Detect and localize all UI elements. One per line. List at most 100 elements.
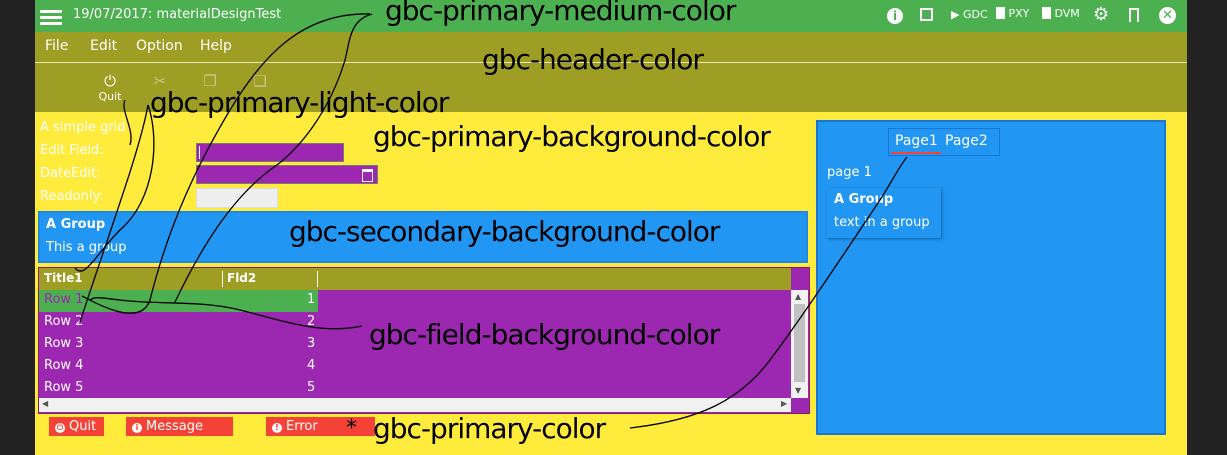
quit-button[interactable]: ⏻ Quit	[49, 417, 104, 436]
vertical-scrollbar[interactable]: ▲ ▼	[791, 290, 808, 398]
tab-page2[interactable]: Page2	[945, 133, 988, 149]
scrollbar-thumb[interactable]	[794, 304, 805, 382]
title-bar: 19/07/2017: materialDesignTest i ▶ GDC P…	[35, 0, 1187, 32]
menu-divider	[35, 62, 1187, 63]
toolbar-cut-button[interactable]: ✂	[150, 72, 170, 90]
pxy-label: PXY	[1008, 7, 1030, 20]
table-row[interactable]: Row 2 2	[39, 312, 791, 334]
table-row[interactable]: Row 1 1	[39, 290, 791, 312]
scroll-down-icon[interactable]: ▼	[795, 386, 802, 395]
page-label: page 1	[827, 165, 872, 180]
row-cell-fld2: 3	[307, 336, 316, 351]
data-table[interactable]: Title1 Fld2 Row 1 1 Row 2 2 Row 3 3 Row …	[38, 267, 810, 414]
readonly-label: Readonly:	[40, 189, 104, 204]
annotation-arrow	[81, 13, 371, 314]
edit-field-label: Edit Field:	[40, 143, 104, 158]
annotation-arrow	[629, 156, 908, 429]
annotation-arrow	[74, 104, 155, 272]
folder-panel: Page1 Page2 page 1 A Group text in a gro…	[816, 120, 1166, 435]
menu-option[interactable]: Option	[136, 38, 183, 54]
annotation-primary: gbc-primary-color	[373, 412, 606, 445]
quit-button-label: Quit	[69, 419, 97, 434]
edit-field-input[interactable]	[196, 143, 344, 162]
annotation-primary-medium: gbc-primary-medium-color	[385, 0, 736, 27]
annotation-field-background: gbc-field-background-color	[369, 318, 720, 351]
row-cell-title: Row 3	[44, 336, 84, 351]
tab-page1[interactable]: Page1	[895, 133, 938, 149]
gdc-button[interactable]: ▶ GDC	[951, 8, 988, 21]
grid-label: A simple grid	[40, 120, 126, 135]
toolbar-paste-button[interactable]: ❏	[250, 72, 270, 90]
table-row[interactable]: Row 5 5	[39, 378, 791, 400]
play-icon: ▶	[951, 8, 960, 21]
selected-row-highlight	[39, 290, 318, 312]
annotation-secondary-background: gbc-secondary-background-color	[289, 215, 720, 248]
column-divider[interactable]	[317, 271, 318, 287]
chip-icon[interactable]	[920, 8, 933, 21]
error-button-label: Error	[286, 419, 318, 434]
toolbar-copy-button[interactable]: ❐	[200, 72, 220, 90]
calendar-icon[interactable]	[362, 169, 373, 182]
info-icon: i	[132, 423, 142, 433]
annotation-primary-background: gbc-primary-background-color	[373, 120, 771, 153]
hamburger-menu-icon[interactable]	[40, 7, 62, 28]
dvm-label: DVM	[1054, 7, 1080, 20]
file-icon	[1042, 7, 1051, 19]
scroll-up-icon[interactable]: ▲	[795, 292, 802, 301]
gear-icon[interactable]: ⚙	[1093, 4, 1110, 25]
copy-icon: ❐	[203, 72, 217, 90]
row-cell-title: Row 1	[44, 292, 84, 307]
power-icon: ⏻	[55, 423, 65, 433]
error-button[interactable]: ! Error	[266, 417, 375, 436]
toolbar-quit-label: Quit	[98, 90, 122, 103]
annotation-arrow	[89, 297, 363, 330]
text-cursor	[199, 146, 200, 159]
row-cell-fld2: 2	[307, 314, 316, 329]
alert-icon: !	[272, 423, 282, 433]
scroll-right-icon[interactable]: ▶	[781, 399, 788, 408]
menu-file[interactable]: File	[45, 38, 69, 54]
paste-icon: ❏	[253, 72, 267, 90]
annotation-header: gbc-header-color	[482, 43, 704, 76]
tab-bar: Page1 Page2	[888, 128, 1000, 156]
header-bar: File Edit Option Help ⏻ Quit ✂ ❐ ❏	[35, 32, 1187, 112]
active-tab-indicator	[891, 152, 941, 154]
scroll-left-icon[interactable]: ◀	[42, 399, 49, 408]
gdc-label: GDC	[962, 8, 988, 21]
table-row[interactable]: Row 3 3	[39, 334, 791, 356]
row-cell-fld2: 1	[307, 292, 316, 307]
dvm-button[interactable]: DVM	[1042, 7, 1080, 20]
horizontal-scrollbar[interactable]: ◀ ▶	[39, 398, 791, 412]
group-box: A Group This a group	[38, 211, 808, 263]
table-row[interactable]: Row 4 4	[39, 356, 791, 378]
row-cell-fld2: 5	[307, 380, 316, 395]
date-edit-label: DateEdit:	[40, 166, 101, 181]
menu-help[interactable]: Help	[200, 38, 232, 54]
file-icon	[996, 7, 1005, 19]
readonly-field	[196, 188, 278, 208]
date-edit-input[interactable]	[196, 165, 378, 184]
message-button[interactable]: i Message	[126, 417, 233, 436]
app-title: 19/07/2017: materialDesignTest	[73, 7, 282, 22]
menu-edit[interactable]: Edit	[90, 38, 118, 54]
column-header-title1[interactable]: Title1	[44, 271, 83, 285]
scissors-icon: ✂	[153, 72, 167, 90]
asterisk-mark: *	[346, 416, 357, 441]
table-header: Title1 Fld2	[39, 268, 791, 290]
row-cell-fld2: 4	[307, 358, 316, 373]
toolbar-quit-button[interactable]: ⏻ Quit	[95, 72, 125, 103]
power-icon: ⏻	[104, 72, 116, 90]
inner-group-text: text in a group	[834, 215, 930, 230]
annotation-arrow	[79, 104, 149, 323]
info-icon[interactable]: i	[887, 8, 903, 24]
pxy-button[interactable]: PXY	[996, 7, 1029, 20]
group-title: A Group	[46, 217, 106, 232]
column-header-fld2[interactable]: Fld2	[227, 271, 257, 285]
close-icon[interactable]: ✕	[1159, 7, 1176, 24]
annotation-arrow	[174, 13, 373, 303]
header-corner	[791, 268, 808, 290]
bookmark-icon[interactable]	[1129, 8, 1139, 22]
row-cell-title: Row 4	[44, 358, 84, 373]
column-divider[interactable]	[222, 271, 223, 287]
